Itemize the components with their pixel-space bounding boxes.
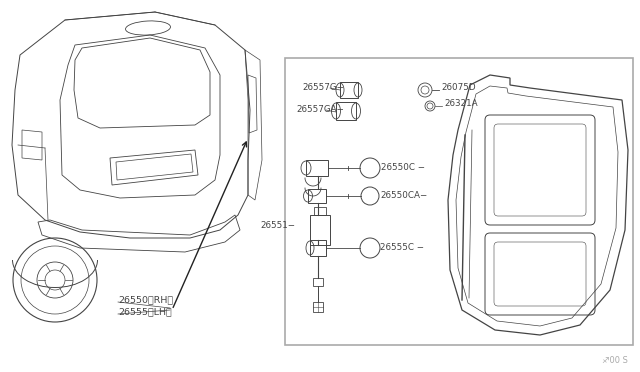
Text: 26555〈LH〉: 26555〈LH〉: [118, 308, 172, 317]
Text: 26555C −: 26555C −: [380, 244, 424, 253]
Text: 26550〈RH〉: 26550〈RH〉: [118, 295, 173, 305]
Text: ♐00 S: ♐00 S: [602, 356, 628, 365]
Bar: [314, 207, 326, 215]
Bar: [336, 102, 356, 120]
Bar: [313, 278, 323, 286]
Text: 26551−: 26551−: [261, 221, 296, 230]
Bar: [310, 215, 330, 245]
Bar: [306, 160, 328, 176]
Text: 26557G−: 26557G−: [302, 83, 344, 93]
Text: 26321A: 26321A: [444, 99, 477, 109]
Text: 26550C −: 26550C −: [381, 164, 425, 173]
Text: 26075D: 26075D: [441, 83, 476, 93]
Bar: [310, 240, 326, 256]
Bar: [308, 189, 326, 203]
Text: 26557GA−: 26557GA−: [296, 106, 344, 115]
Bar: [340, 82, 358, 98]
Bar: [285, 58, 633, 345]
Bar: [313, 302, 323, 312]
Text: 26550CA−: 26550CA−: [380, 192, 428, 201]
